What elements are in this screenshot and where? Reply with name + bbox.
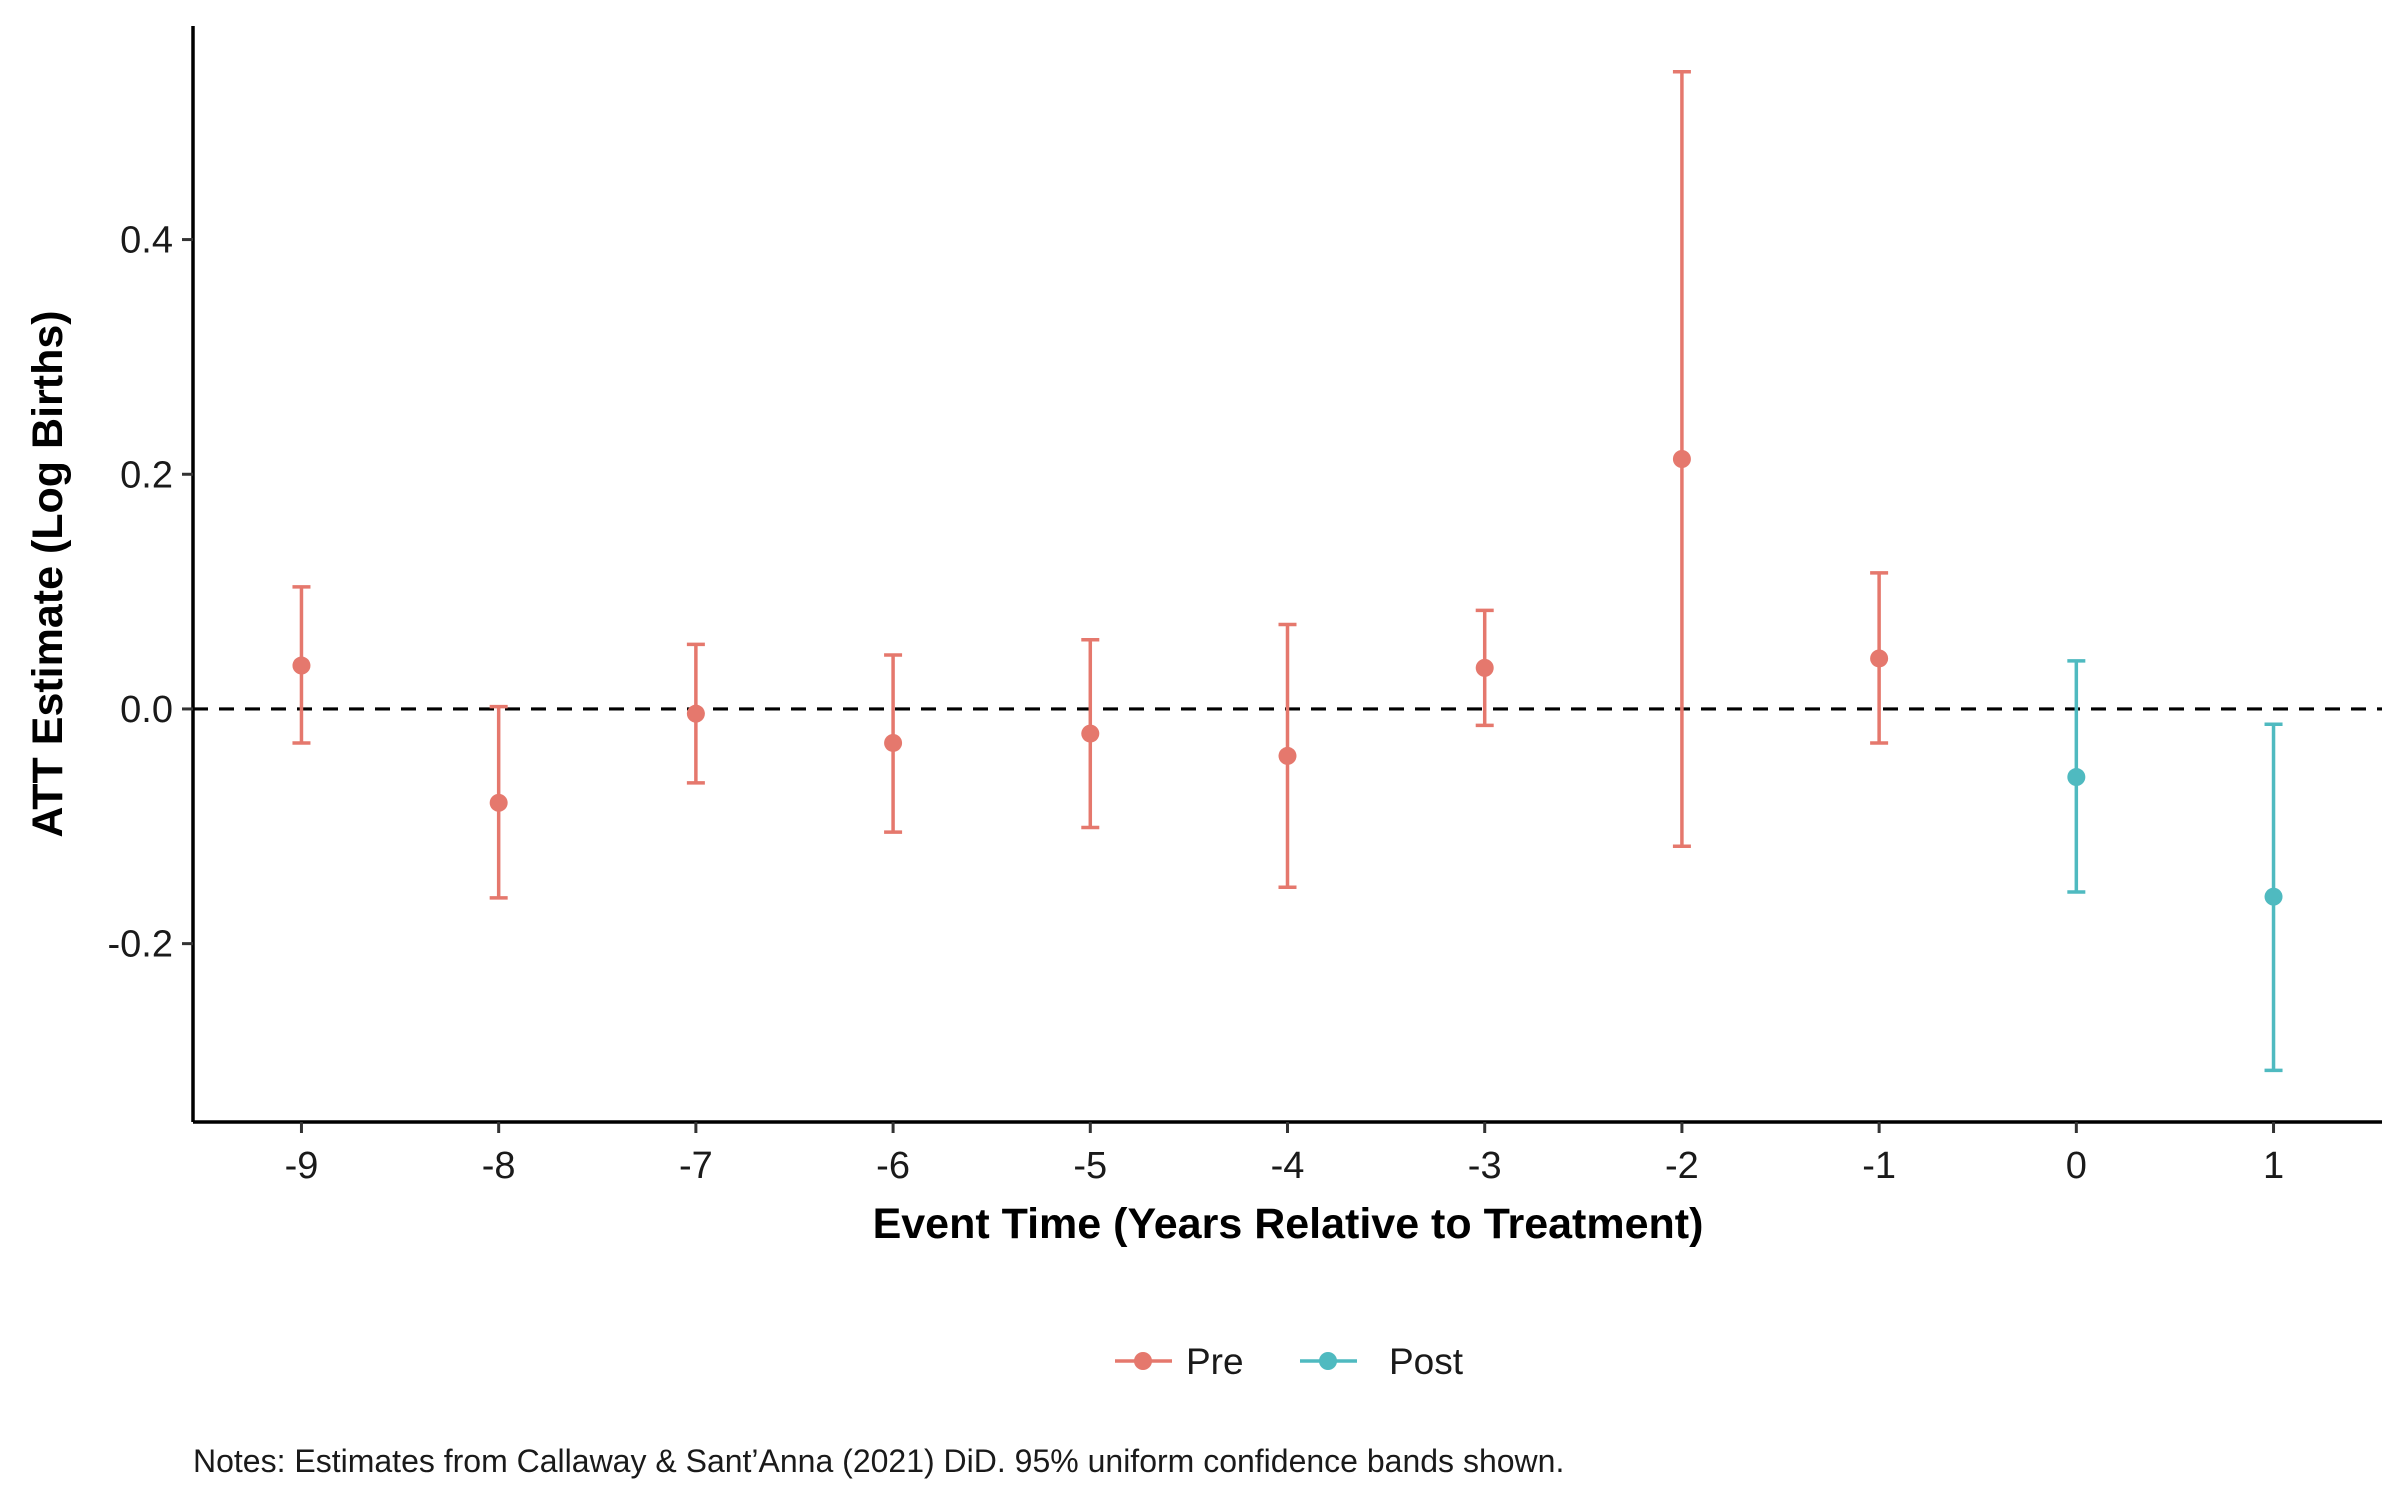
point-layer xyxy=(292,450,2283,906)
x-tick-label: -1 xyxy=(1862,1145,1896,1187)
axis-layer xyxy=(191,26,2382,1124)
x-tick-label: -3 xyxy=(1468,1145,1502,1187)
legend-label-pre: Pre xyxy=(1186,1341,1244,1382)
point-pre-t-3 xyxy=(1475,658,1494,677)
point-pre-t-1 xyxy=(1870,649,1889,668)
point-pre-t-4 xyxy=(1278,746,1297,765)
point-post-t0 xyxy=(2067,768,2086,787)
point-pre-t-7 xyxy=(686,704,705,723)
x-tick-label: -5 xyxy=(1073,1145,1107,1187)
x-tick-label: -6 xyxy=(876,1145,910,1187)
legend-key-point-post xyxy=(1319,1352,1337,1370)
x-tick-label: -9 xyxy=(285,1145,319,1187)
x-tick-label: -2 xyxy=(1665,1145,1699,1187)
y-tick-label: 0.4 xyxy=(120,220,173,262)
x-tick-label: -8 xyxy=(482,1145,516,1187)
x-tick-label: -7 xyxy=(679,1145,713,1187)
x-axis-title: Event Time (Years Relative to Treatment) xyxy=(873,1200,1704,1248)
x-tick-label: -4 xyxy=(1271,1145,1305,1187)
chart-note: Notes: Estimates from Callaway & Sant’An… xyxy=(193,1443,1564,1479)
legend-label-post: Post xyxy=(1389,1341,1464,1382)
point-post-t1 xyxy=(2264,887,2283,906)
y-axis-title: ATT Estimate (Log Births) xyxy=(24,310,72,837)
legend: Pre Post xyxy=(1115,1341,1464,1382)
point-pre-t-6 xyxy=(884,733,903,752)
y-tick-label: -0.2 xyxy=(108,924,173,966)
y-tick-layer: -0.2 0.0 0.2 0.4 xyxy=(108,220,193,966)
x-tick-layer: -9 -8 -7 -6 -5 -4 -3 -2 -1 0 1 xyxy=(285,1122,2284,1187)
error-bar-layer xyxy=(292,70,2283,1073)
point-pre-t-2 xyxy=(1672,450,1691,469)
point-pre-t-5 xyxy=(1081,724,1100,743)
x-tick-label: 1 xyxy=(2263,1145,2284,1187)
legend-item-pre: Pre xyxy=(1115,1341,1244,1382)
point-pre-t-8 xyxy=(489,793,508,812)
legend-item-post: Post xyxy=(1300,1341,1464,1382)
point-pre-t-9 xyxy=(292,656,311,675)
y-tick-label: 0.2 xyxy=(120,454,173,496)
legend-key-point-pre xyxy=(1134,1352,1152,1370)
y-tick-label: 0.0 xyxy=(120,689,173,731)
x-tick-label: 0 xyxy=(2066,1145,2087,1187)
